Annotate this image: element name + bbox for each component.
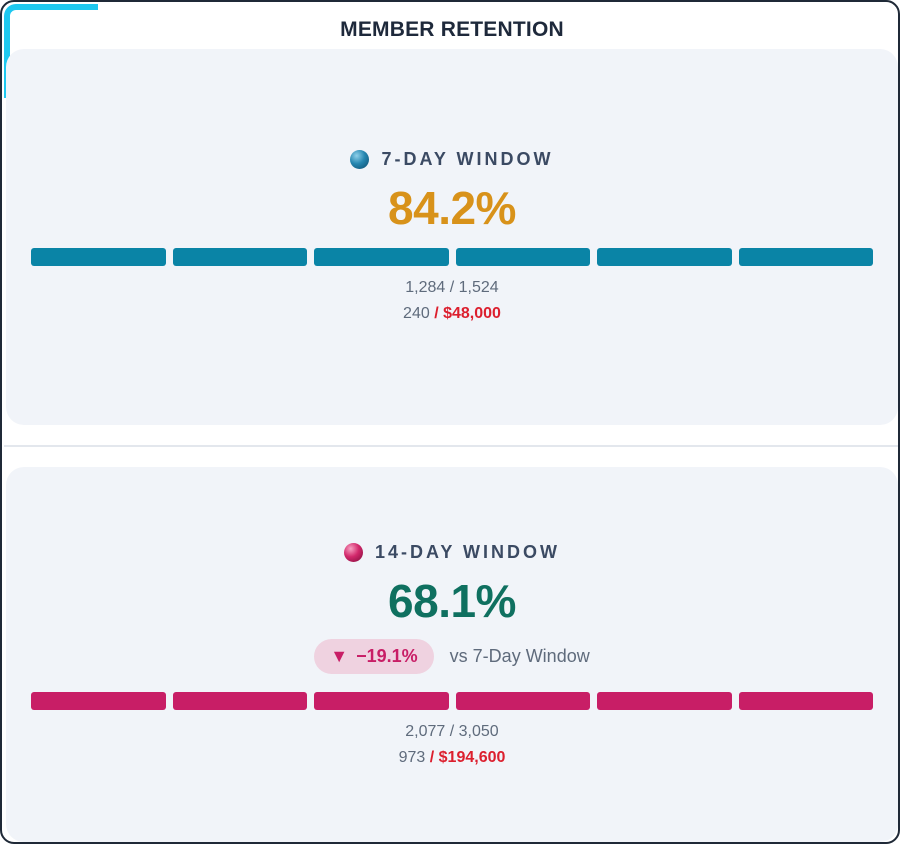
lost-value: / $48,000 bbox=[434, 305, 501, 322]
teal-sphere-icon bbox=[350, 150, 370, 169]
bar-segment bbox=[597, 248, 732, 266]
bar-segment bbox=[314, 248, 449, 266]
delta-badge: ▼ −19.1% bbox=[314, 639, 434, 674]
comparison-row: ▼ −19.1% vs 7-Day Window bbox=[6, 639, 898, 674]
lost-summary: 973 / $194,600 bbox=[6, 749, 898, 767]
panel-header: 7-DAY WINDOW bbox=[6, 149, 898, 170]
window-label: 14-DAY WINDOW bbox=[374, 542, 561, 562]
lost-summary: 240 / $48,000 bbox=[6, 305, 898, 323]
bar-segment bbox=[172, 248, 307, 266]
pink-sphere-icon bbox=[343, 543, 363, 562]
retention-rate: 68.1% bbox=[388, 575, 516, 627]
retained-count: 1,284 / 1,524 bbox=[405, 279, 499, 296]
lost-count: 973 bbox=[398, 749, 426, 766]
card-title: MEMBER RETENTION bbox=[340, 18, 564, 41]
bar-segment bbox=[738, 692, 873, 710]
bar-segment bbox=[738, 248, 873, 266]
retained-count: 2,077 / 3,050 bbox=[405, 723, 499, 740]
section-divider bbox=[4, 445, 898, 447]
bar-segment bbox=[31, 248, 166, 266]
bar-segment bbox=[455, 248, 590, 266]
down-arrow-icon: ▼ bbox=[330, 646, 349, 666]
bar-segment bbox=[455, 692, 590, 710]
bar-segment bbox=[172, 692, 307, 710]
window-label: 7-DAY WINDOW bbox=[381, 149, 554, 169]
delta-value: −19.1% bbox=[356, 646, 418, 666]
bar-segment bbox=[31, 692, 166, 710]
panel-14-day-window: 14-DAY WINDOW 68.1% ▼ −19.1% vs 7-Day Wi… bbox=[6, 467, 898, 842]
retention-rate: 84.2% bbox=[388, 182, 516, 234]
corner-accent-top-left bbox=[4, 4, 98, 98]
retention-bar bbox=[31, 248, 873, 266]
lost-count: 240 bbox=[403, 305, 430, 322]
retention-bar bbox=[31, 692, 873, 710]
panel-7-day-window: 7-DAY WINDOW 84.2% 1,284 / 1,524 240 / $… bbox=[6, 49, 898, 425]
bar-segment bbox=[597, 692, 732, 710]
lost-value: / $194,600 bbox=[429, 749, 506, 766]
panel-header: 14-DAY WINDOW bbox=[6, 542, 898, 563]
bar-segment bbox=[314, 692, 449, 710]
comparison-label: vs 7-Day Window bbox=[449, 646, 590, 666]
